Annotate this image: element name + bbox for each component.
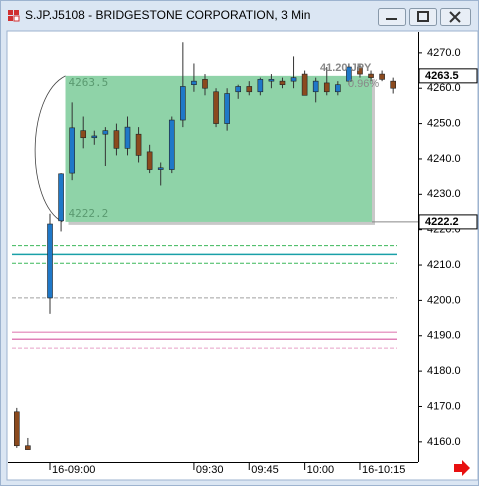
candle-body <box>279 80 286 85</box>
minimize-button[interactable] <box>378 8 406 26</box>
x-tick-label: 10:00 <box>307 464 335 476</box>
candle-body <box>202 79 208 89</box>
y-tick-label: 4210.0 <box>427 259 461 271</box>
candle-body <box>25 445 31 450</box>
candle-body <box>235 86 241 93</box>
candle-body <box>268 79 275 82</box>
candle-body <box>224 93 230 124</box>
candle-body <box>191 80 197 85</box>
y-tick-label: 4190.0 <box>427 330 461 342</box>
plot: 4263.5 4222.2 4160.0 4170.0 4180.0 4190.0 4200… <box>12 42 478 476</box>
candle-body <box>113 130 120 149</box>
price-highlight-label: 4222.2 <box>425 216 459 228</box>
window-title: S.JP.J5108 - BRIDGESTONE CORPORATION, 3 … <box>25 8 310 22</box>
zone-top-label: 4263.5 <box>69 76 109 89</box>
candle-body <box>102 130 109 135</box>
y-tick-label: 4170.0 <box>427 400 461 412</box>
candle-body <box>146 151 153 170</box>
candle-body <box>124 126 131 149</box>
y-tick-label: 4180.0 <box>427 365 461 377</box>
candle-body <box>69 127 75 174</box>
candle-body <box>390 80 396 89</box>
candle-body <box>357 66 363 75</box>
percent-label: 0.96% <box>348 78 379 90</box>
change-label: 41.20 JPY <box>320 62 372 74</box>
y-tick-label: 4160.0 <box>427 436 461 448</box>
candle-body <box>368 73 374 78</box>
candle-body <box>91 135 98 139</box>
candle-body <box>290 77 297 82</box>
zone-bottom-label: 4222.2 <box>69 207 109 220</box>
candle-body <box>80 130 87 139</box>
y-tick-label: 4250.0 <box>427 117 461 129</box>
candle-body <box>246 86 253 93</box>
x-tick-label: 16-09:00 <box>52 464 95 476</box>
candle-body <box>58 173 64 222</box>
price-highlight-label: 4263.5 <box>425 70 459 82</box>
y-tick-label: 4240.0 <box>427 153 461 165</box>
candle-body <box>14 411 20 447</box>
candle-body <box>47 223 53 299</box>
x-tick-label: 09:30 <box>196 464 224 476</box>
y-tick-label: 4270.0 <box>427 47 461 59</box>
candle-body <box>379 73 385 80</box>
candle-body <box>323 82 330 93</box>
candle-body <box>213 91 219 124</box>
app-icon <box>8 10 20 22</box>
x-tick-label: 09:45 <box>251 464 279 476</box>
y-tick-label: 4230.0 <box>427 188 461 200</box>
candle-body <box>257 79 264 93</box>
candle-body <box>312 80 319 93</box>
drawing-arc <box>34 75 66 223</box>
y-tick-label: 4200.0 <box>427 294 461 306</box>
candle-body <box>301 73 308 96</box>
candle-body <box>135 133 142 156</box>
y-tick-label: 4260.0 <box>427 82 461 94</box>
x-tick-label: 16-10:15 <box>362 464 405 476</box>
candle-body <box>157 167 164 170</box>
candle-body <box>180 86 186 121</box>
close-button[interactable] <box>440 8 471 26</box>
scroll-arrow[interactable] <box>454 460 470 476</box>
maximize-button[interactable] <box>409 8 437 26</box>
candle-body <box>168 119 175 170</box>
candle-body <box>346 66 352 82</box>
candle-body <box>335 84 341 93</box>
